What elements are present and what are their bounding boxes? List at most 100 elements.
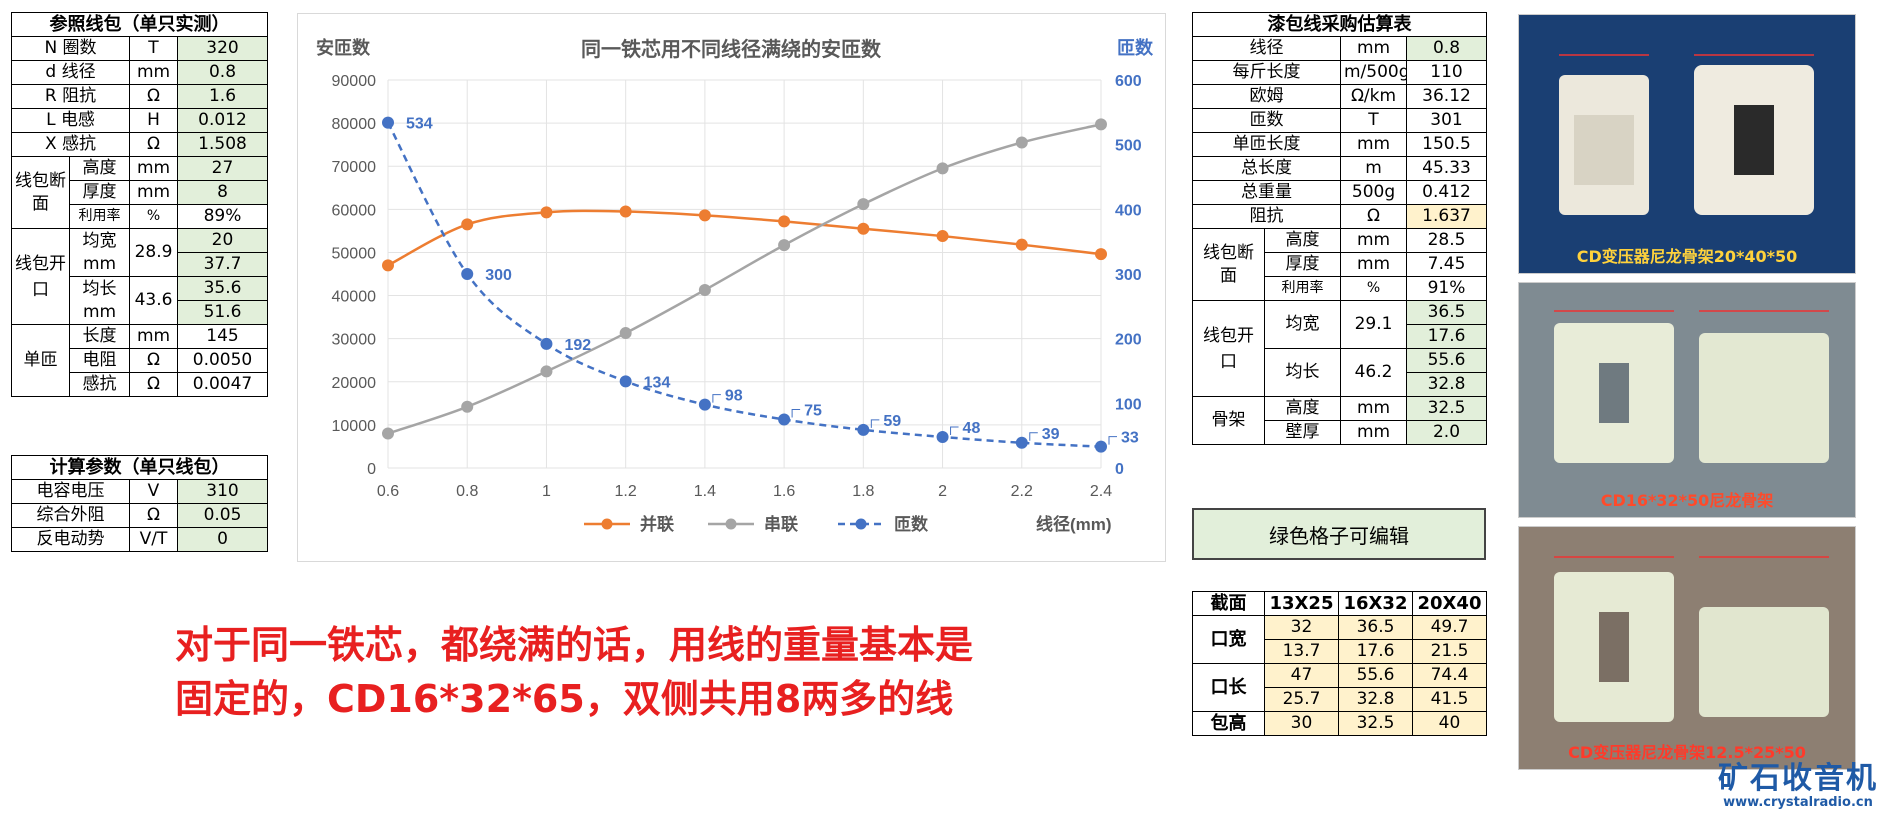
x-tick-label: 2 (938, 483, 947, 500)
purchase-row-unit: mm (1340, 36, 1407, 61)
data-point (461, 400, 474, 413)
ref-height-cell[interactable]: 27 (177, 156, 268, 181)
editable-note: 绿色格子可编辑 (1192, 508, 1486, 560)
data-label-leader (870, 419, 880, 428)
size-cell: 40 (1412, 711, 1487, 736)
size-cell: 41.5 (1412, 687, 1487, 712)
purchase-row-label: 阻抗 (1192, 204, 1341, 229)
ref-opening-width-cell[interactable]: 37.7 (177, 252, 268, 277)
purchase-opening-width-cell[interactable]: 36.5 (1406, 300, 1487, 325)
purchase-frame-wall-cell[interactable]: 2.0 (1406, 420, 1487, 445)
ref-thickness-cell[interactable]: 8 (177, 180, 268, 205)
size-cell: 17.6 (1338, 639, 1413, 664)
purchase-frame-unit: mm (1340, 420, 1407, 445)
purchase-row-unit: Ω (1340, 204, 1407, 229)
calc-row-label: 反电动势 (11, 527, 130, 552)
y-right-tick-label: 300 (1115, 267, 1142, 284)
purchase-row-unit: T (1340, 108, 1407, 133)
purchase-opening-width-label: 均宽 (1264, 300, 1341, 349)
purchase-section-thickness: 7.45 (1406, 252, 1487, 277)
purchase-section-item: 高度 (1264, 228, 1341, 253)
ref-opening-width-cell[interactable]: 20 (177, 228, 268, 253)
size-bao-gao-label: 包高 (1192, 711, 1265, 736)
ref-section-item: 利用率 (69, 204, 130, 229)
ref-section-item: 厚度 (69, 180, 130, 205)
ref-turn-resistance: 0.0050 (177, 348, 268, 373)
summary-text: 对于同一铁芯，都绕满的话，用线的重量基本是 固定的，CD16*32*65，双侧共… (175, 618, 1095, 726)
ref-diameter-cell[interactable]: 0.8 (177, 60, 268, 85)
purchase-opening-length-label: 均长 (1264, 348, 1341, 397)
x-tick-label: 0.6 (377, 483, 399, 500)
ref-resistance-cell[interactable]: 1.6 (177, 84, 268, 109)
purchase-frame-item: 壁厚 (1264, 420, 1341, 445)
purchase-opening-width-cell[interactable]: 17.6 (1406, 324, 1487, 349)
bobbin-illustration (1559, 54, 1814, 215)
purchase-row-unit: mm (1340, 132, 1407, 157)
chart-area: 0 10000 20000 30000 40000 50000 60000 70000 8000… (297, 13, 1166, 562)
data-point (382, 427, 394, 440)
purchase-diameter-cell[interactable]: 0.8 (1406, 36, 1487, 61)
data-point (540, 206, 553, 219)
bobbin-photo-1: CD变压器尼龙骨架20*40*50 (1518, 14, 1856, 274)
size-cell: 47 (1264, 663, 1339, 688)
x-tick-label: 1.8 (852, 483, 874, 500)
calc-row-unit: Ω (129, 503, 178, 528)
ref-turns-cell[interactable]: 320 (177, 36, 268, 61)
purchase-title: 漆包线采购估算表 (1192, 12, 1487, 37)
purchase-frame-unit: mm (1340, 396, 1407, 421)
y-right-tick-label: 200 (1115, 332, 1142, 349)
purchase-opening-length-cell[interactable]: 32.8 (1406, 372, 1487, 397)
ref-opening-length-cell[interactable]: 35.6 (177, 276, 268, 301)
size-cell: 30 (1264, 711, 1339, 736)
size-cell: 32.8 (1338, 687, 1413, 712)
data-point (778, 413, 791, 426)
ref-inductance-cell[interactable]: 0.012 (177, 108, 268, 133)
calc-voltage-cell[interactable]: 310 (176, 479, 269, 504)
calc-back-emf-cell[interactable]: 0 (176, 527, 269, 552)
data-point (382, 259, 394, 272)
ref-row-label: N 圈数 (11, 36, 130, 61)
purchase-frame-height-cell[interactable]: 32.5 (1406, 396, 1487, 421)
size-cell: 21.5 (1412, 639, 1487, 664)
data-label: 39 (1042, 426, 1060, 443)
data-point (1015, 136, 1028, 149)
y-right-tick-label: 600 (1115, 73, 1142, 90)
calc-row-unit: V/T (129, 527, 178, 552)
size-kou-kuan-label: 口宽 (1192, 615, 1265, 664)
data-label: 98 (725, 388, 743, 405)
data-point (698, 209, 711, 222)
calc-params-table: 计算参数（单只线包） 电容电压 V 310 综合外阻 Ω 0.05 反电动势 V… (10, 455, 269, 552)
ref-opening-length-cell[interactable]: 51.6 (177, 300, 268, 325)
calc-ext-resistance-cell[interactable]: 0.05 (176, 503, 269, 528)
ref-turn-reactance: 0.0047 (177, 372, 268, 397)
y-left-tick-label: 60000 (332, 202, 377, 219)
x-axis-label: 线径(mm) (1036, 514, 1112, 534)
purchase-total-weight: 0.412 (1406, 180, 1487, 205)
purchase-turns: 301 (1406, 108, 1487, 133)
ref-row-label: X 感抗 (11, 132, 130, 157)
size-cell: 25.7 (1264, 687, 1339, 712)
logo-text: 矿石收音机 (1718, 761, 1878, 796)
ref-section-unit: % (129, 204, 178, 229)
legend-label: 匝数 (894, 514, 929, 534)
purchase-row-label: 匝数 (1192, 108, 1341, 133)
y-left-tick-label: 40000 (332, 289, 377, 306)
data-label: 48 (963, 420, 981, 437)
bobbin-illustration (1554, 310, 1829, 463)
data-label-leader (1108, 436, 1117, 445)
ref-reactance-cell[interactable]: 1.508 (177, 132, 268, 157)
x-tick-label: 1.4 (694, 483, 716, 500)
ref-row-unit: H (129, 108, 178, 133)
data-point (1015, 238, 1028, 251)
purchase-opening-length-calc: 46.2 (1340, 348, 1407, 397)
purchase-section-unit: % (1340, 276, 1407, 301)
purchase-row-unit: Ω/km (1340, 84, 1407, 109)
purchase-opening-length-cell[interactable]: 55.6 (1406, 348, 1487, 373)
y-right-tick-label: 0 (1115, 461, 1124, 478)
data-point (461, 218, 474, 231)
ref-row-unit: Ω (129, 84, 178, 109)
chart-svg: 0 10000 20000 30000 40000 50000 60000 70000 8000… (316, 37, 1154, 534)
series-line-并联 (387, 209, 1102, 267)
calc-row-label: 电容电压 (11, 479, 130, 504)
data-label: 33 (1121, 430, 1139, 447)
